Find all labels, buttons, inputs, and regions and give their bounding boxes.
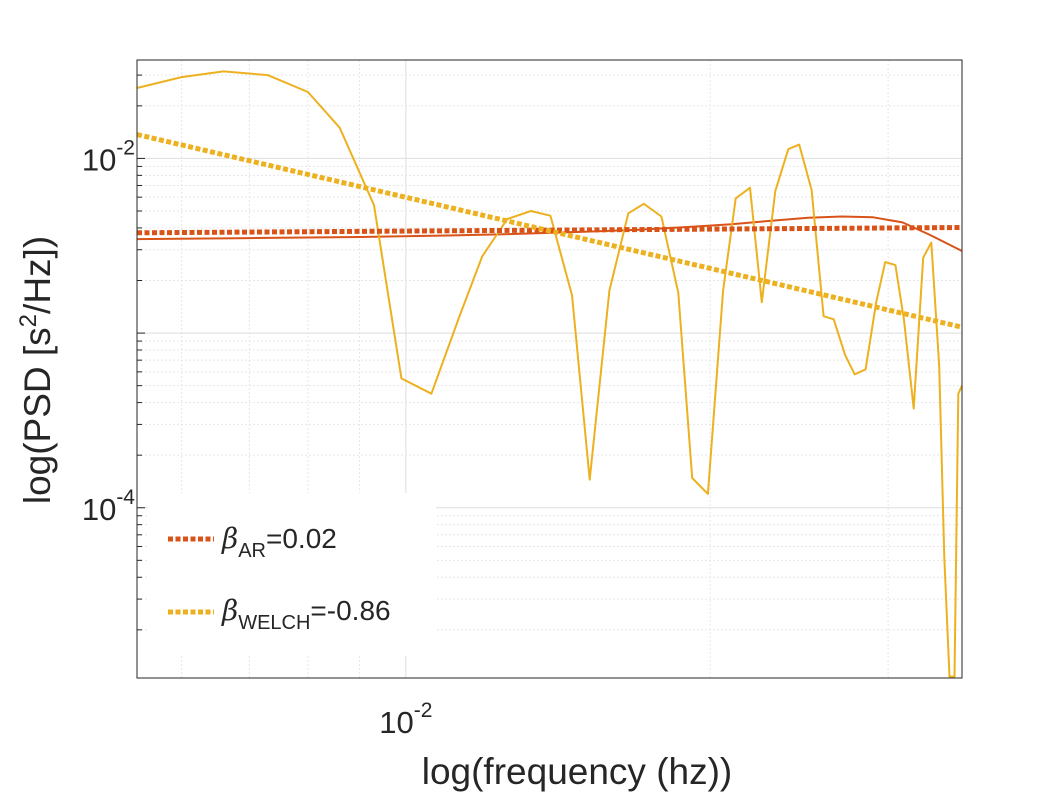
legend-entry-ar: βAR=0.02 <box>221 522 337 562</box>
series-welch-psd <box>136 70 963 678</box>
series-welch-fit <box>136 132 963 330</box>
x-tick-label: 10-2 <box>379 699 432 740</box>
series-ar-psd <box>136 215 963 252</box>
legend-sub-ar: AR <box>238 540 266 562</box>
y-tick-exponent: -4 <box>116 486 135 509</box>
y-tick-label: 10-4 <box>82 486 135 527</box>
legend-entry-welch: βWELCH=-0.86 <box>221 594 391 634</box>
series-layer <box>136 70 963 678</box>
legend-value-ar: =0.02 <box>266 523 337 554</box>
legend-box <box>148 493 436 656</box>
y-tick-exponent: -2 <box>116 136 135 159</box>
legend: βAR=0.02 βWELCH=-0.86 <box>148 493 436 656</box>
plot-area-border <box>136 59 963 679</box>
x-tick-base: 10 <box>379 705 413 740</box>
legend-value-welch: =-0.86 <box>310 595 390 626</box>
y-tick-label: 10-2 <box>82 136 135 177</box>
y-axis-label-main: log(PSD [s <box>17 327 58 504</box>
legend-beta-welch: β <box>221 594 238 627</box>
legend-beta-ar: β <box>221 522 238 555</box>
y-axis-label-unit: /Hz]) <box>17 236 58 314</box>
legend-sub-welch: WELCH <box>238 612 310 634</box>
y-tick-base: 10 <box>82 492 116 527</box>
tick-labels: 10-210-410-2 <box>82 136 433 740</box>
x-tick-exponent: -2 <box>414 699 433 722</box>
y-tick-base: 10 <box>82 142 116 177</box>
y-axis-label-exponent: 2 <box>15 314 42 327</box>
y-axis-label: log(PSD [s2/Hz]) <box>15 236 58 504</box>
x-axis-label: log(frequency (hz)) <box>422 751 733 792</box>
